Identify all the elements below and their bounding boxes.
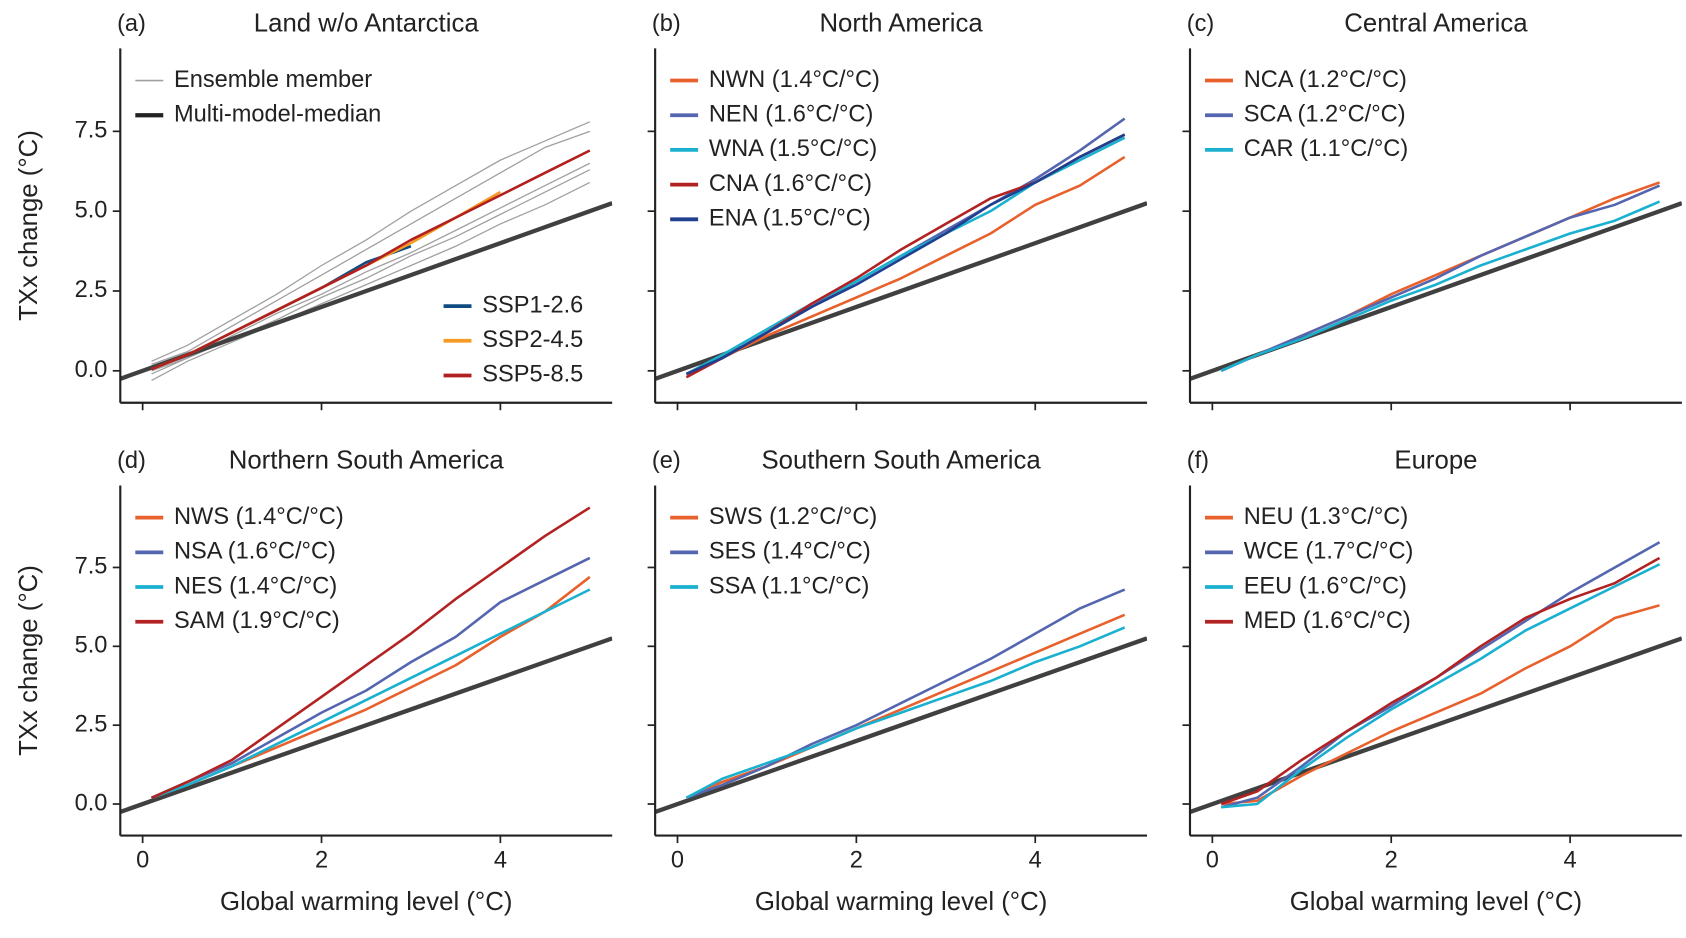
plot-area <box>1189 181 1682 381</box>
panel-title: Europe <box>1394 447 1477 475</box>
legend-label: NWN (1.4°C/°C) <box>709 67 880 93</box>
legend-label: NCA (1.2°C/°C) <box>1244 67 1407 93</box>
panel-title: Northern South America <box>229 447 505 475</box>
series-line <box>1221 604 1660 806</box>
series-line <box>151 556 591 799</box>
legend-label: NEU (1.3°C/°C) <box>1244 504 1409 530</box>
panel-label: (d) <box>117 448 146 474</box>
legend-label: SSP5-8.5 <box>482 362 583 388</box>
x-tick-label: 0 <box>136 848 149 874</box>
y-tick-label: 7.5 <box>75 554 108 580</box>
legend-label: SES (1.4°C/°C) <box>709 539 871 565</box>
legend-label: NEN (1.6°C/°C) <box>709 101 874 127</box>
reference-line <box>120 201 613 381</box>
legend-label: SSA (1.1°C/°C) <box>709 573 870 599</box>
legend-label: NSA (1.6°C/°C) <box>174 539 336 565</box>
legend-label: CNA (1.6°C/°C) <box>709 171 872 197</box>
y-axis-label: TXx change (°C) <box>15 130 43 321</box>
series-line <box>685 613 1126 799</box>
x-tick-label: 4 <box>494 848 507 874</box>
series-line <box>1220 200 1661 373</box>
series-line <box>151 506 591 799</box>
y-tick-label: 0.0 <box>75 790 108 816</box>
ensemble-line <box>151 121 591 362</box>
ensemble-line <box>151 130 591 366</box>
panel-title: Land w/o Antarctica <box>254 10 480 38</box>
y-tick-label: 0.0 <box>75 357 108 383</box>
series-line <box>151 588 591 799</box>
x-tick-label: 2 <box>315 848 328 874</box>
y-axis-label: TXx change (°C) <box>15 565 43 756</box>
legend-label: Ensemble member <box>174 67 372 93</box>
x-axis-label: Global warming level (°C) <box>1290 888 1582 916</box>
series-line <box>685 133 1126 376</box>
panel-label: (f) <box>1187 448 1209 474</box>
legend-label: SWS (1.2°C/°C) <box>709 504 877 530</box>
panel-label: (e) <box>652 448 681 474</box>
legend-label: SSP2-4.5 <box>482 327 583 353</box>
panel-title: North America <box>819 10 983 38</box>
panel-label: (b) <box>652 11 681 37</box>
x-tick-label: 2 <box>850 848 863 874</box>
legend-label: SSP1-2.6 <box>482 292 583 318</box>
x-tick-label: 4 <box>1029 848 1042 874</box>
x-axis-label: Global warming level (°C) <box>755 888 1047 916</box>
panel-title: Southern South America <box>761 447 1041 475</box>
x-tick-label: 4 <box>1564 848 1577 874</box>
plot-area <box>1189 541 1682 814</box>
series-line <box>685 155 1126 376</box>
panel-title: Central America <box>1344 10 1528 38</box>
legend-label: CAR (1.1°C/°C) <box>1244 136 1409 162</box>
series-line <box>685 626 1126 799</box>
reference-line <box>655 636 1148 814</box>
legend-label: WNA (1.5°C/°C) <box>709 136 877 162</box>
plot-area <box>120 506 613 814</box>
series-line <box>1220 184 1661 373</box>
legend-label: EEU (1.6°C/°C) <box>1244 573 1407 599</box>
legend-label: SCA (1.2°C/°C) <box>1244 101 1406 127</box>
legend-label: NES (1.4°C/°C) <box>174 573 337 599</box>
plot-area <box>655 588 1148 814</box>
x-tick-label: 0 <box>1206 848 1219 874</box>
legend-label: WCE (1.7°C/°C) <box>1244 539 1414 565</box>
panel-label: (c) <box>1187 11 1215 37</box>
legend-label: MED (1.6°C/°C) <box>1244 608 1411 634</box>
panel-label: (a) <box>117 11 146 37</box>
legend-label: Multi-model-median <box>174 101 381 127</box>
legend-label: SAM (1.9°C/°C) <box>174 608 340 634</box>
x-tick-label: 0 <box>671 848 684 874</box>
series-line <box>151 149 591 371</box>
ensemble-line <box>151 181 591 381</box>
series-line <box>1220 556 1661 806</box>
y-tick-label: 2.5 <box>75 711 108 737</box>
y-tick-label: 2.5 <box>75 277 108 303</box>
figure-body: (a) Land w/o Antarctica 0.0 2.5 5.0 7.5 TXx ch… <box>15 10 1682 916</box>
plot-area <box>120 121 613 381</box>
y-tick-label: 7.5 <box>75 118 108 144</box>
x-axis-label: Global warming level (°C) <box>220 888 512 916</box>
series-line <box>1221 563 1661 809</box>
plot-area <box>655 117 1148 381</box>
y-tick-label: 5.0 <box>75 197 108 223</box>
x-tick-label: 2 <box>1385 848 1398 874</box>
legend-label: NWS (1.4°C/°C) <box>174 504 344 530</box>
legend-label: ENA (1.5°C/°C) <box>709 206 871 232</box>
y-tick-label: 5.0 <box>75 633 108 659</box>
reference-line <box>1189 636 1682 814</box>
reference-line <box>120 636 613 814</box>
series-line <box>685 588 1126 799</box>
